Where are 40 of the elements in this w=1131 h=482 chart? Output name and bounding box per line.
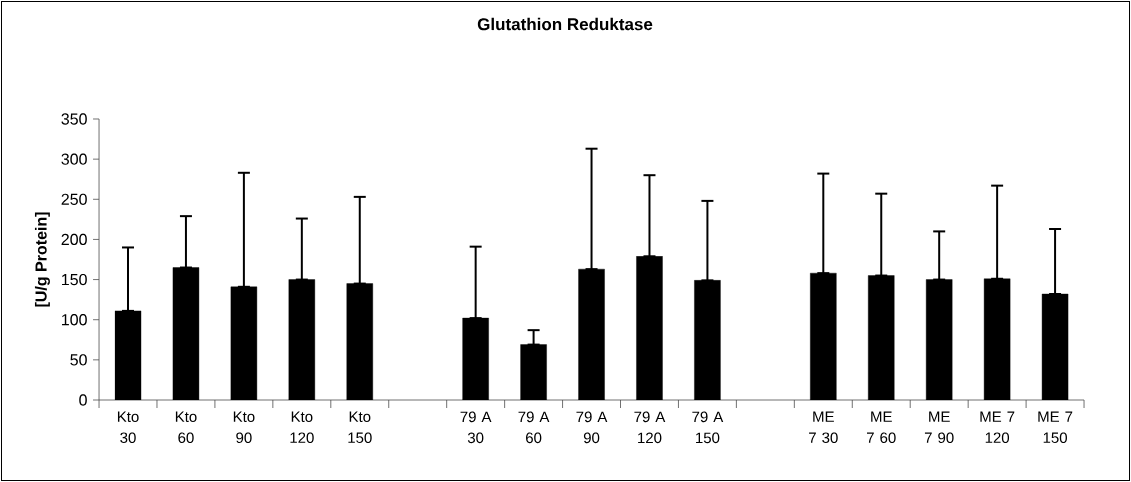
y-axis-title: [U/g Protein] <box>34 212 50 307</box>
x-tick-label: Kto 90 <box>233 411 255 443</box>
x-tick-label: ME 7 90 <box>924 411 954 443</box>
x-tick-label: Kto 30 <box>117 411 139 443</box>
bar <box>1041 293 1069 400</box>
bar <box>983 278 1011 400</box>
bar <box>230 286 258 400</box>
y-tick-label: 300 <box>61 153 87 165</box>
x-tick-label: 79 A 60 <box>518 411 550 444</box>
bar <box>578 268 605 400</box>
x-tick-label: 79 A 90 <box>576 411 608 444</box>
y-tick-label: 100 <box>62 314 87 326</box>
bar <box>346 283 373 400</box>
y-tick-label: 0 <box>79 394 87 406</box>
chart-title: Glutathion Reduktase <box>477 17 653 31</box>
bar <box>810 272 837 400</box>
bar <box>925 279 953 400</box>
bar <box>114 310 142 400</box>
x-tick-label: Kto 120 <box>290 411 314 443</box>
bar <box>694 280 721 400</box>
y-tick-label: 350 <box>61 113 87 125</box>
x-tick-label: Kto 150 <box>348 411 372 443</box>
x-tick-label: ME 7 60 <box>867 411 896 443</box>
x-tick-label: 79 A 120 <box>634 411 666 444</box>
bar <box>520 344 547 400</box>
bar <box>288 279 316 400</box>
x-tick-label: ME 7 120 <box>980 411 1015 443</box>
y-tick-label: 200 <box>61 233 87 246</box>
bar <box>868 275 895 400</box>
bar <box>636 256 663 400</box>
y-tick-label: 150 <box>62 273 87 286</box>
x-tick-label: Kto 60 <box>175 411 197 443</box>
bar <box>462 317 489 400</box>
x-tick-label: ME 7 30 <box>809 411 838 443</box>
y-tick-label: 50 <box>70 354 87 366</box>
x-tick-label: ME 7 150 <box>1038 411 1073 443</box>
x-tick-label: 79 A 30 <box>460 411 492 444</box>
bar <box>172 267 200 400</box>
x-tick-label: 79 A 150 <box>692 411 724 444</box>
y-tick-label: 250 <box>61 193 87 205</box>
